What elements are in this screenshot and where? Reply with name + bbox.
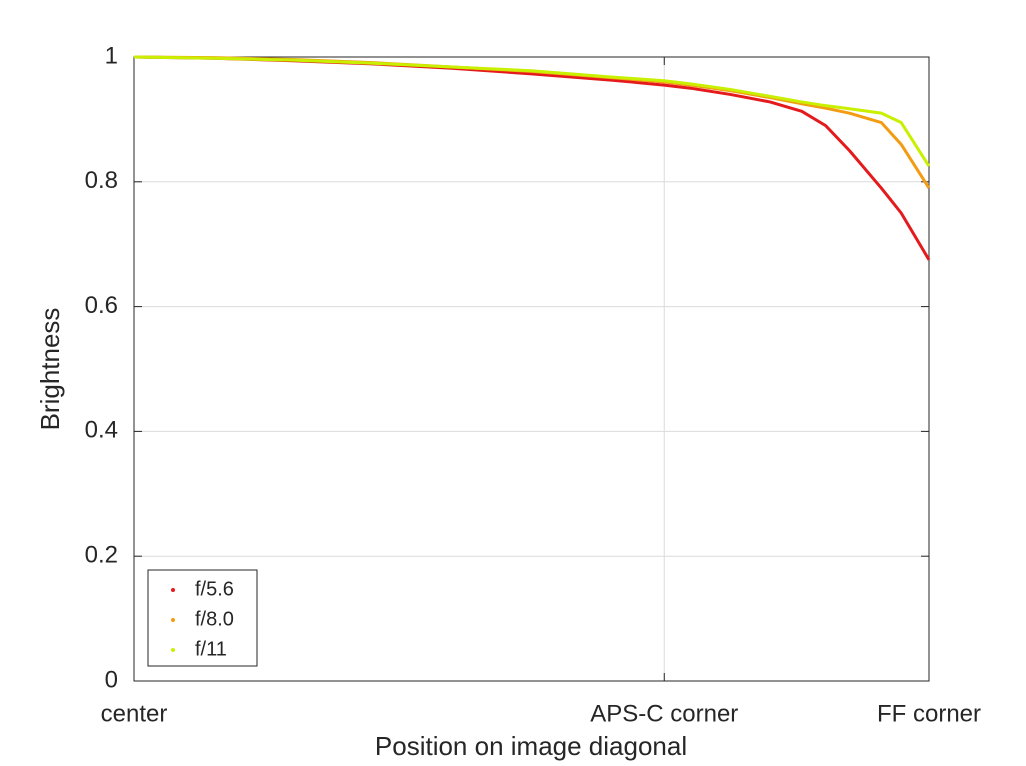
- x-tick-label: FF corner: [877, 700, 981, 727]
- x-tick-label: center: [101, 700, 168, 727]
- legend-marker: [171, 618, 175, 622]
- y-tick-label: 0.2: [85, 542, 118, 569]
- legend-marker: [171, 588, 175, 592]
- legend-marker: [171, 648, 175, 652]
- y-axis-label: Brightness: [35, 308, 65, 431]
- plot-frame: [133, 56, 930, 682]
- data-line: [133, 55, 931, 168]
- x-axis-label: Position on image diagonal: [375, 731, 687, 761]
- y-tick-label: 0: [105, 666, 118, 693]
- legend-label: f/11: [195, 638, 227, 660]
- legend-label: f/5.6: [195, 578, 234, 600]
- y-tick-label: 1: [105, 42, 118, 69]
- legend-label: f/8.0: [195, 608, 234, 630]
- y-tick-label: 0.6: [85, 292, 118, 319]
- y-tick-label: 0.8: [85, 167, 118, 194]
- y-tick-label: 0.4: [85, 417, 118, 444]
- x-tick-label: APS-C corner: [590, 700, 738, 727]
- legend-box: [147, 569, 258, 667]
